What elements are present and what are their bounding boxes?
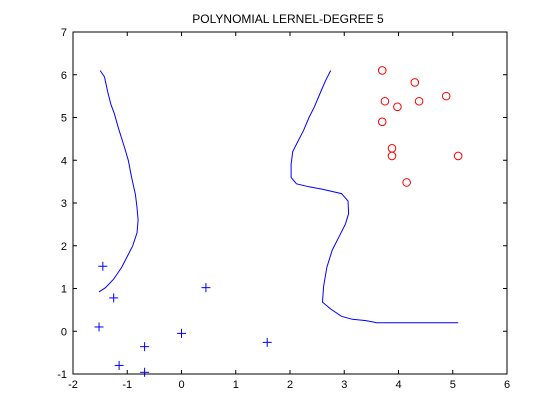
plus-marker — [140, 342, 150, 352]
y-tick-label: 1 — [61, 284, 67, 296]
x-tick-label: 3 — [341, 379, 347, 391]
circle-marker — [402, 178, 411, 187]
x-tick-label: -1 — [122, 379, 132, 391]
plus-marker — [177, 328, 186, 338]
y-tick-label: 0 — [61, 326, 67, 338]
x-tick-label: 4 — [395, 379, 401, 391]
plus-marker — [201, 283, 211, 293]
data-points-layer — [94, 66, 463, 377]
plus-marker — [98, 261, 108, 271]
x-tick-label: 6 — [504, 379, 510, 391]
y-tick-label: 2 — [61, 241, 67, 253]
plot-area — [73, 32, 507, 374]
chart-title: POLYNOMIAL LERNEL-DEGREE 5 — [192, 12, 384, 26]
plus-marker — [109, 293, 119, 303]
y-tick-label: 7 — [61, 27, 67, 39]
decision-boundary-line-1 — [98, 70, 139, 293]
circle-marker — [393, 102, 402, 112]
circle-marker — [380, 96, 390, 106]
circle-marker — [414, 96, 424, 106]
circle-marker — [377, 117, 387, 127]
x-tick-label: 1 — [233, 379, 239, 391]
y-tick-label: -1 — [57, 369, 67, 381]
y-tick-label: 6 — [61, 70, 67, 82]
plot-background — [73, 32, 507, 374]
circle-marker — [377, 66, 387, 75]
y-tick-label: 3 — [61, 198, 67, 210]
y-tick-label: 4 — [61, 155, 67, 167]
plus-marker — [262, 337, 272, 347]
decision-boundary-line-2 — [290, 70, 459, 324]
plus-marker — [94, 322, 104, 332]
x-tick-label: 0 — [178, 379, 184, 391]
plus-marker — [114, 360, 124, 370]
x-tick-label: 5 — [450, 379, 456, 391]
circle-marker — [441, 91, 451, 101]
y-tick-label: 5 — [61, 113, 67, 125]
x-tick-label: 2 — [287, 379, 293, 391]
circle-marker — [410, 78, 420, 87]
circle-marker — [387, 151, 397, 161]
plus-marker — [140, 367, 150, 377]
x-tick-label: -2 — [68, 379, 78, 391]
decision-boundary-layer — [98, 70, 459, 324]
circle-marker — [453, 151, 463, 161]
